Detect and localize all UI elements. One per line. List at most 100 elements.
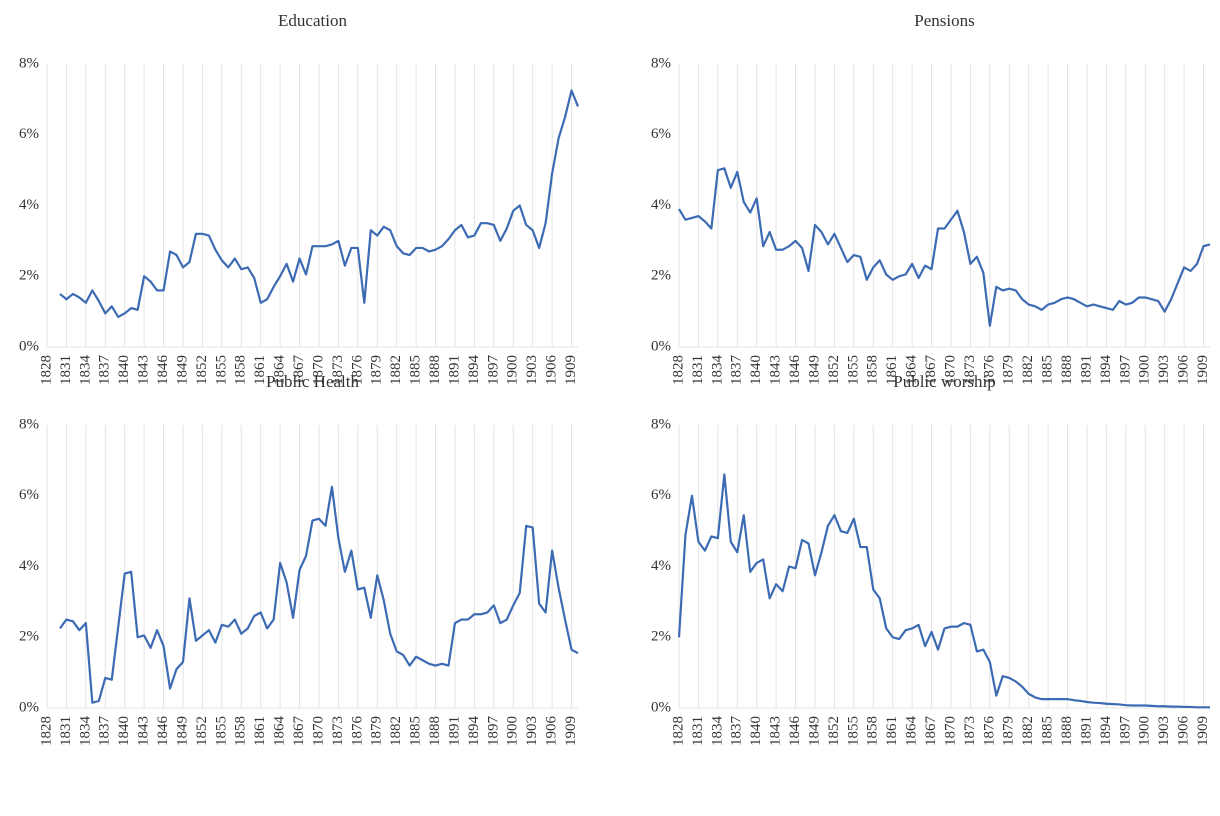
y-tick-label: 2% bbox=[651, 268, 671, 284]
x-tick-label: 1843 bbox=[136, 355, 152, 385]
chart-title: Public Health bbox=[266, 372, 360, 391]
y-tick-label: 8% bbox=[651, 55, 671, 71]
x-tick-label: 1831 bbox=[58, 716, 74, 746]
x-tick-label: 1882 bbox=[1020, 716, 1036, 746]
x-tick-label: 1897 bbox=[485, 355, 501, 386]
x-tick-label: 1882 bbox=[388, 355, 404, 385]
x-tick-label: 1897 bbox=[485, 716, 501, 747]
x-tick-label: 1849 bbox=[806, 355, 822, 385]
line-series bbox=[59, 485, 579, 704]
x-tick-label: 1837 bbox=[97, 355, 113, 386]
x-tick-label: 1852 bbox=[826, 355, 842, 385]
y-tick-label: 2% bbox=[651, 629, 671, 645]
x-tick-label: 1870 bbox=[310, 355, 326, 385]
x-tick-label: 1885 bbox=[1040, 716, 1056, 746]
x-tick-label: 1909 bbox=[1195, 355, 1211, 385]
x-tick-label: 1855 bbox=[213, 716, 229, 746]
x-tick-label: 1840 bbox=[748, 355, 764, 385]
x-tick-label: 1906 bbox=[1176, 355, 1192, 386]
x-tick-label: 1864 bbox=[272, 355, 288, 386]
x-tick-label: 1849 bbox=[174, 716, 190, 746]
x-tick-label: 1909 bbox=[563, 355, 579, 385]
x-tick-label: 1873 bbox=[962, 355, 978, 385]
x-tick-label: 1828 bbox=[670, 716, 686, 746]
x-tick-label: 1909 bbox=[563, 716, 579, 746]
x-tick-label: 1855 bbox=[845, 716, 861, 746]
x-tick-label: 1861 bbox=[252, 716, 268, 746]
x-tick-label: 1834 bbox=[709, 716, 725, 747]
y-tick-label: 8% bbox=[19, 55, 39, 71]
x-tick-label: 1855 bbox=[845, 355, 861, 385]
x-tick-label: 1876 bbox=[349, 355, 365, 386]
x-tick-label: 1909 bbox=[1195, 716, 1211, 746]
x-tick-label: 1864 bbox=[904, 355, 920, 386]
y-tick-label: 0% bbox=[19, 338, 39, 354]
x-tick-label: 1852 bbox=[826, 716, 842, 746]
x-tick-label: 1906 bbox=[1176, 716, 1192, 747]
x-tick-label: 1867 bbox=[923, 355, 939, 386]
x-tick-label: 1897 bbox=[1117, 716, 1133, 747]
x-tick-label: 1834 bbox=[77, 355, 93, 386]
x-tick-label: 1894 bbox=[1098, 716, 1114, 747]
x-tick-label: 1846 bbox=[787, 355, 803, 386]
x-tick-label: 1882 bbox=[388, 716, 404, 746]
x-tick-label: 1876 bbox=[981, 355, 997, 386]
x-tick-label: 1852 bbox=[194, 355, 210, 385]
y-tick-label: 6% bbox=[651, 126, 671, 142]
x-tick-label: 1885 bbox=[1040, 355, 1056, 385]
x-tick-label: 1888 bbox=[427, 716, 443, 746]
x-tick-label: 1849 bbox=[174, 355, 190, 385]
x-tick-label: 1831 bbox=[690, 716, 706, 746]
y-tick-label: 2% bbox=[19, 268, 39, 284]
x-tick-label: 1891 bbox=[1078, 716, 1094, 746]
y-tick-label: 6% bbox=[651, 487, 671, 503]
x-tick-label: 1900 bbox=[1137, 716, 1153, 746]
x-tick-label: 1867 bbox=[291, 355, 307, 386]
x-tick-label: 1855 bbox=[213, 355, 229, 385]
x-tick-label: 1891 bbox=[446, 716, 462, 746]
x-tick-label: 1831 bbox=[58, 355, 74, 385]
x-tick-label: 1864 bbox=[904, 716, 920, 747]
x-tick-label: 1837 bbox=[729, 355, 745, 386]
x-tick-label: 1906 bbox=[544, 355, 560, 386]
chart-title: Pensions bbox=[914, 11, 974, 30]
chart-title: Education bbox=[278, 11, 347, 30]
x-tick-label: 1876 bbox=[349, 716, 365, 747]
x-tick-label: 1867 bbox=[923, 716, 939, 747]
y-tick-label: 8% bbox=[19, 416, 39, 432]
x-tick-label: 1843 bbox=[768, 355, 784, 385]
x-tick-label: 1903 bbox=[524, 716, 540, 746]
x-tick-label: 1879 bbox=[1001, 355, 1017, 385]
x-tick-label: 1858 bbox=[233, 716, 249, 746]
y-tick-label: 4% bbox=[651, 558, 671, 574]
x-tick-label: 1837 bbox=[729, 716, 745, 747]
y-tick-label: 8% bbox=[651, 416, 671, 432]
y-tick-label: 0% bbox=[19, 699, 39, 715]
x-tick-label: 1906 bbox=[544, 716, 560, 747]
x-tick-label: 1903 bbox=[524, 355, 540, 385]
x-tick-label: 1900 bbox=[505, 355, 521, 385]
y-tick-label: 4% bbox=[651, 197, 671, 213]
x-tick-label: 1849 bbox=[806, 716, 822, 746]
x-tick-label: 1891 bbox=[1078, 355, 1094, 385]
x-tick-label: 1846 bbox=[155, 355, 171, 386]
x-tick-label: 1867 bbox=[291, 716, 307, 747]
x-tick-label: 1831 bbox=[690, 355, 706, 385]
y-tick-label: 0% bbox=[651, 338, 671, 354]
x-tick-label: 1864 bbox=[272, 716, 288, 747]
x-tick-label: 1840 bbox=[116, 355, 132, 385]
y-tick-label: 4% bbox=[19, 558, 39, 574]
x-tick-label: 1858 bbox=[865, 355, 881, 385]
y-tick-label: 6% bbox=[19, 126, 39, 142]
x-tick-label: 1873 bbox=[330, 355, 346, 385]
x-tick-label: 1828 bbox=[38, 716, 54, 746]
x-tick-label: 1888 bbox=[1059, 355, 1075, 385]
x-tick-label: 1870 bbox=[310, 716, 326, 746]
x-tick-label: 1882 bbox=[1020, 355, 1036, 385]
x-tick-label: 1846 bbox=[155, 716, 171, 747]
line-series bbox=[677, 473, 1210, 709]
x-tick-label: 1897 bbox=[1117, 355, 1133, 386]
x-tick-label: 1870 bbox=[942, 355, 958, 385]
